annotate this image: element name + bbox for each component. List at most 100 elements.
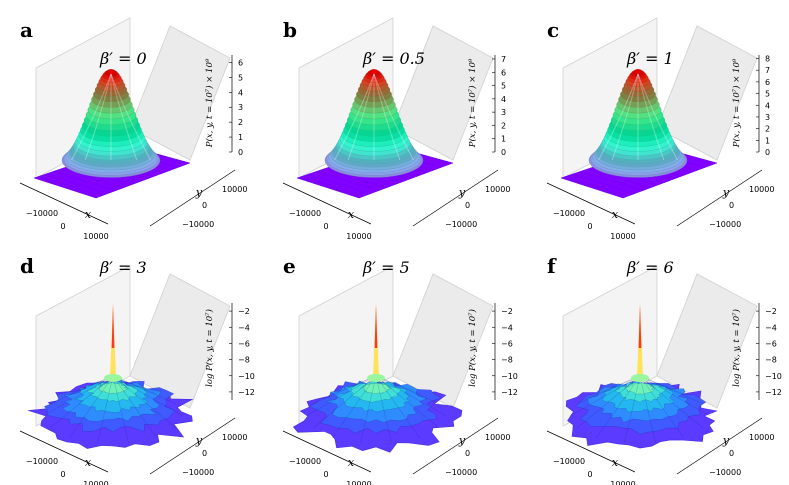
surface-ridge (110, 73, 151, 161)
x-tick-label: −10000 (553, 457, 585, 466)
z-tick-label: 7 (765, 66, 770, 75)
z-tick-label: −8 (501, 356, 513, 365)
surface-band (107, 69, 115, 75)
surface-facet (112, 375, 177, 405)
y-tick-label: 0 (729, 201, 734, 210)
spike-foot (631, 374, 649, 382)
x-tick-label: 0 (60, 470, 65, 479)
z-tick-label: −10 (765, 372, 782, 381)
z-tick-label: −12 (501, 388, 518, 397)
surface-facet (360, 375, 377, 444)
z-tick-label: 0 (238, 148, 243, 157)
surface-facet (112, 375, 129, 444)
x-tick-label: −10000 (26, 457, 58, 466)
surface-facet (624, 375, 641, 444)
y-axis-label: y (458, 434, 466, 447)
surface-facet (576, 375, 641, 405)
panel-letter: e (283, 254, 296, 278)
surface-facet (569, 375, 641, 417)
y-axis-label: y (195, 186, 203, 199)
surface-facet (312, 375, 377, 429)
y-tick-label: 10000 (485, 433, 510, 442)
y-tick-label: 0 (729, 449, 734, 458)
surface-facet (312, 375, 377, 405)
surface-facet (375, 375, 447, 417)
z-tick-label: −10 (238, 372, 255, 381)
floor-grid-line (584, 169, 647, 190)
surface-log (292, 304, 463, 453)
y-axis-label: y (722, 434, 730, 447)
surface-facet (69, 375, 114, 439)
surface-facet (639, 375, 704, 429)
surface-facet (49, 375, 114, 405)
z-axis-label: P(x, y, t = 10⁷) × 10⁹ (731, 58, 742, 148)
z-tick-label: 1 (765, 136, 770, 145)
surface-facet (332, 375, 377, 439)
x-axis-label: x (85, 208, 92, 221)
y-tick-label: 10000 (222, 433, 247, 442)
surface-facet (112, 375, 157, 439)
floor-grid-line (304, 175, 367, 196)
floor-grid-line (41, 175, 104, 196)
z-tick-label: 3 (765, 113, 770, 122)
panel-e: −10000010000100000−10000xy−2−4−6−8−10−12… (282, 254, 518, 485)
x-axis-label: x (348, 456, 355, 469)
z-tick-label: 1 (238, 133, 243, 142)
floor-grid-line (320, 169, 383, 190)
y-tick-label: −10000 (709, 220, 741, 229)
y-axis-label: y (195, 434, 203, 447)
z-axis-label: log P(x, y, t = 10⁷) (467, 309, 478, 387)
panel-c: −10000010000100000−10000xy012345678P(x, … (546, 17, 774, 241)
spike-tip (111, 304, 115, 348)
panel-letter: d (20, 254, 34, 278)
z-tick-label: 5 (501, 82, 506, 91)
surface-facet (596, 375, 641, 439)
spike-tip (374, 304, 378, 348)
y-axis-line (412, 417, 499, 475)
z-tick-label: 0 (501, 148, 506, 157)
x-tick-label: −10000 (553, 209, 585, 218)
surface-facet (576, 375, 641, 429)
panel-title: β′ = 1 (626, 49, 674, 68)
surface-facet (42, 375, 114, 417)
surface-peak (324, 69, 424, 178)
surface-ridge (110, 73, 138, 161)
surface-facet (375, 375, 440, 429)
surface-layer (361, 383, 391, 394)
x-axis-line (546, 182, 636, 225)
surface-band (370, 69, 378, 75)
surface-facet (97, 375, 114, 444)
y-tick-label: 10000 (222, 185, 247, 194)
x-tick-label: 0 (587, 222, 592, 231)
y-axis-line (149, 417, 236, 475)
z-tick-label: −4 (765, 323, 777, 332)
spike-tip (638, 304, 642, 348)
y-tick-label: 10000 (485, 185, 510, 194)
z-axis-label: P(x, y, t = 10⁷) × 10⁹ (467, 58, 478, 148)
surface-ridge (334, 73, 375, 161)
surface-log (565, 304, 718, 449)
panel-d: −10000010000100000−10000xy−2−4−6−8−10−12… (19, 254, 255, 485)
surface-peak (61, 69, 161, 178)
surface-ridge (373, 73, 401, 161)
z-tick-label: −4 (238, 323, 250, 332)
z-tick-label: 4 (501, 95, 506, 104)
floor-grid-line (312, 172, 375, 193)
z-tick-label: 6 (501, 68, 506, 77)
x-axis-label: x (612, 456, 619, 469)
surface-facet (639, 375, 704, 405)
surface-facet (375, 375, 440, 405)
y-axis-line (149, 169, 236, 227)
x-axis-line (282, 430, 372, 473)
spike-foot (104, 374, 122, 382)
surface-log (28, 304, 194, 449)
z-tick-label: 5 (238, 73, 243, 82)
z-tick-label: 8 (765, 55, 770, 64)
panel-title: β′ = 5 (362, 258, 410, 277)
z-tick-label: −10 (501, 372, 518, 381)
panel-title: β′ = 3 (99, 258, 147, 277)
x-tick-label: 10000 (346, 232, 371, 241)
x-tick-label: 0 (323, 470, 328, 479)
